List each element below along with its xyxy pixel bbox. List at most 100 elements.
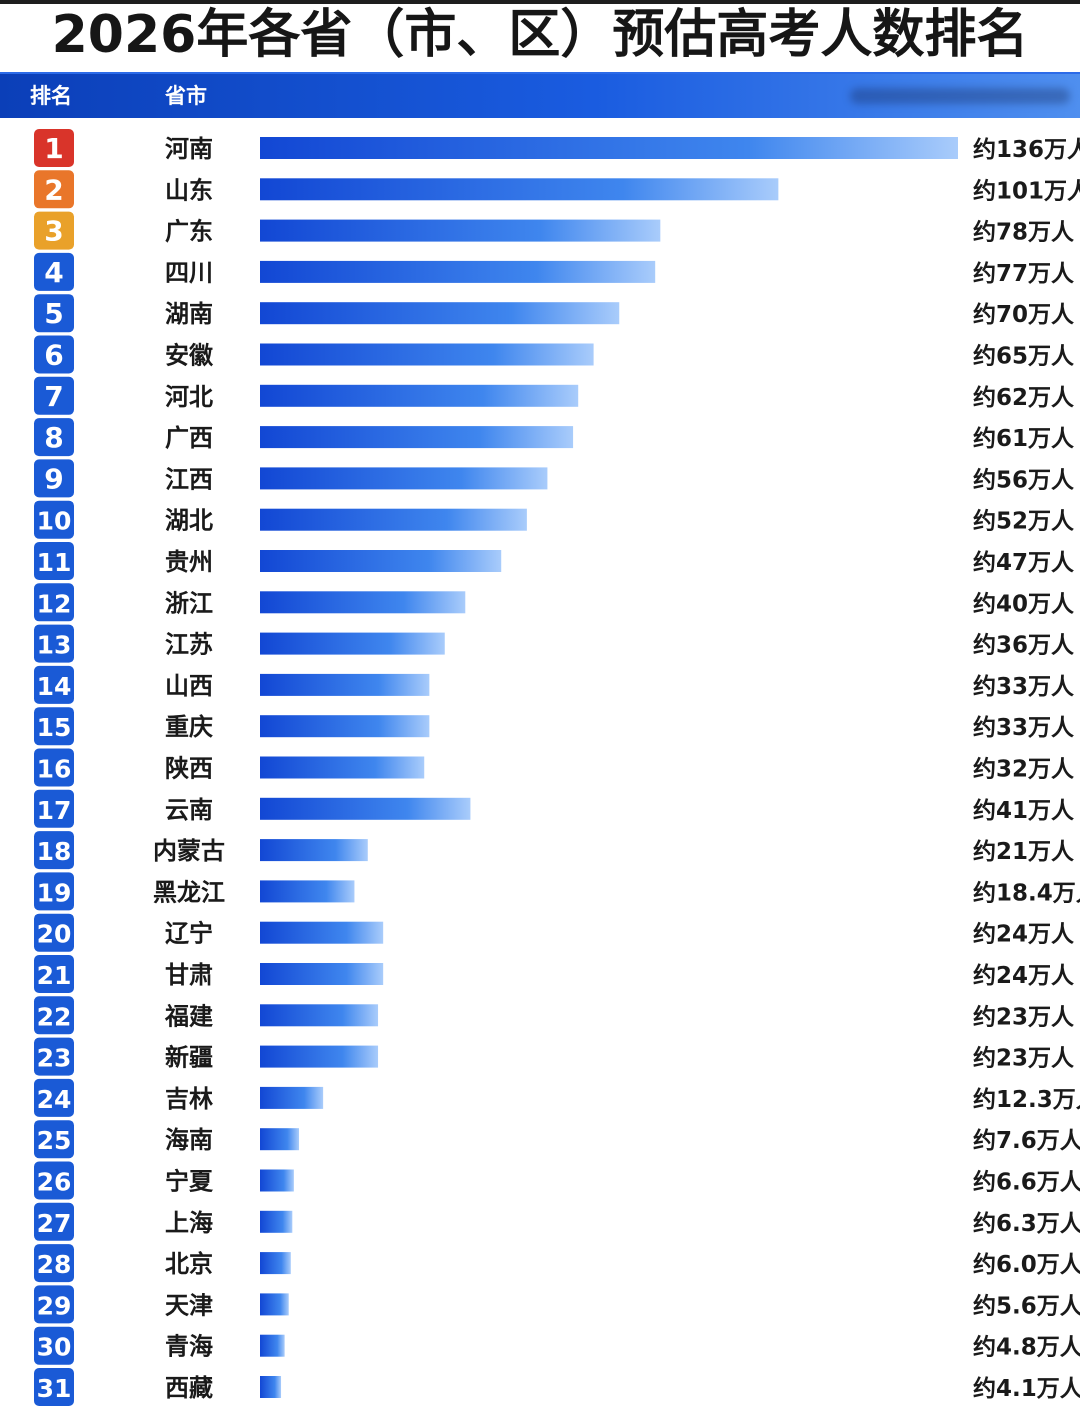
value-label: 约7.6万人 (973, 1127, 1080, 1154)
value-label: 约6.6万人 (973, 1169, 1080, 1196)
chart-row: 2 山东 约101万人 (34, 170, 1080, 209)
rank-label: 21 (37, 961, 72, 990)
rank-badge (34, 1244, 74, 1283)
rank-label: 27 (37, 1209, 72, 1238)
rank-label: 8 (44, 421, 63, 454)
province-label: 内蒙古 (153, 837, 225, 865)
value-label: 约65万人 (973, 343, 1075, 370)
rank-label: 26 (37, 1168, 72, 1197)
value-label: 约24万人 (973, 921, 1075, 948)
chart-row: 17 云南 约41万人 (34, 789, 1075, 828)
rank-badge (34, 1078, 74, 1117)
rank-badge (34, 335, 74, 374)
rank-label: 6 (44, 339, 63, 372)
province-label: 河南 (165, 135, 213, 163)
rank-badge (34, 1202, 74, 1241)
rank-badge (34, 624, 74, 663)
value-label: 约18.4万人 (973, 879, 1080, 906)
province-label: 广西 (165, 424, 213, 452)
province-label: 山东 (165, 176, 213, 204)
rank-label: 13 (37, 631, 72, 660)
rank-badge (34, 707, 74, 746)
bar-chart: 1 河南 约136万人 2 山东 约101万人 3 广东 约78万人 4 四川 约77万人 5 湖南 约70… (34, 129, 1080, 1406)
rank-badge (34, 418, 74, 457)
value-label: 约21万人 (973, 838, 1075, 865)
chart-row: 14 山西 约33万人 (34, 665, 1075, 704)
rank-label: 9 (44, 462, 63, 495)
rank-label: 18 (37, 837, 72, 866)
province-label: 天津 (165, 1291, 213, 1319)
rank-badge (34, 831, 74, 870)
bar (260, 921, 384, 944)
rank-label: 20 (37, 920, 72, 949)
value-label: 约40万人 (973, 590, 1075, 617)
rank-badge (34, 376, 74, 415)
rank-label: 17 (37, 796, 72, 825)
rank-label: 19 (37, 878, 72, 907)
value-label: 约36万人 (973, 632, 1075, 659)
top-border (0, 0, 1080, 4)
chart-row: 12 浙江 约40万人 (34, 583, 1075, 622)
bar (260, 384, 579, 407)
chart-row: 1 河南 约136万人 (34, 129, 1080, 167)
value-label: 约62万人 (973, 384, 1075, 411)
bar (260, 591, 466, 614)
rank-label: 1 (44, 132, 63, 165)
bar (260, 715, 430, 738)
value-label: 约6.3万人 (973, 1210, 1080, 1237)
bar (260, 302, 620, 325)
chart-row: 4 四川 约77万人 (34, 252, 1075, 291)
value-label: 约52万人 (973, 508, 1075, 535)
value-label: 约41万人 (973, 797, 1075, 824)
province-label: 山西 (165, 672, 213, 700)
bar (260, 1252, 291, 1275)
chart-row: 27 上海 约6.3万人 (34, 1202, 1080, 1241)
bar (260, 673, 430, 696)
bar (260, 1169, 294, 1192)
rank-badge (34, 129, 74, 167)
chart-row: 30 青海 约4.8万人 (34, 1326, 1080, 1365)
rank-label: 24 (37, 1085, 72, 1114)
rank-badge (34, 996, 74, 1035)
rank-badge (34, 1037, 74, 1076)
rank-badge (34, 170, 74, 209)
bar (260, 219, 661, 242)
province-label: 安徽 (165, 342, 214, 370)
bar (260, 632, 445, 655)
rank-label: 25 (37, 1126, 72, 1155)
bar (260, 260, 656, 283)
rank-label: 14 (37, 672, 72, 701)
chart-title: 2026年各省（市、区）预估高考人数排名 (51, 5, 1029, 65)
value-label: 约101万人 (973, 177, 1080, 204)
province-label: 云南 (165, 796, 213, 824)
bar (260, 1376, 282, 1398)
rank-badge (34, 665, 74, 704)
province-label: 宁夏 (165, 1168, 214, 1196)
chart-row: 10 湖北 约52万人 (34, 500, 1075, 539)
rank-label: 3 (44, 215, 63, 248)
value-label: 约23万人 (973, 1045, 1075, 1072)
rank-badge (34, 542, 74, 580)
rank-badge (34, 1368, 74, 1406)
value-label: 约5.6万人 (973, 1292, 1080, 1319)
value-label: 约33万人 (973, 714, 1075, 741)
bar (260, 1086, 324, 1109)
chart-row: 28 北京 约6.0万人 (34, 1244, 1080, 1283)
chart-row: 9 江西 约56万人 (34, 459, 1075, 498)
province-label: 黑龙江 (153, 878, 225, 906)
value-label: 约12.3万人 (973, 1086, 1080, 1113)
rank-badge (34, 459, 74, 498)
bar (260, 343, 594, 366)
chart-row: 3 广东 约78万人 (34, 211, 1075, 250)
province-label: 广东 (165, 218, 213, 246)
province-label: 北京 (165, 1250, 213, 1278)
value-label: 约61万人 (973, 425, 1075, 452)
rank-label: 28 (37, 1250, 72, 1279)
rank-badge (34, 211, 74, 250)
bar (260, 550, 502, 572)
rank-label: 15 (37, 713, 72, 742)
chart-row: 16 陕西 约32万人 (34, 748, 1075, 787)
province-label: 新疆 (165, 1044, 213, 1072)
rank-label: 2 (44, 173, 63, 206)
bar (260, 963, 384, 985)
